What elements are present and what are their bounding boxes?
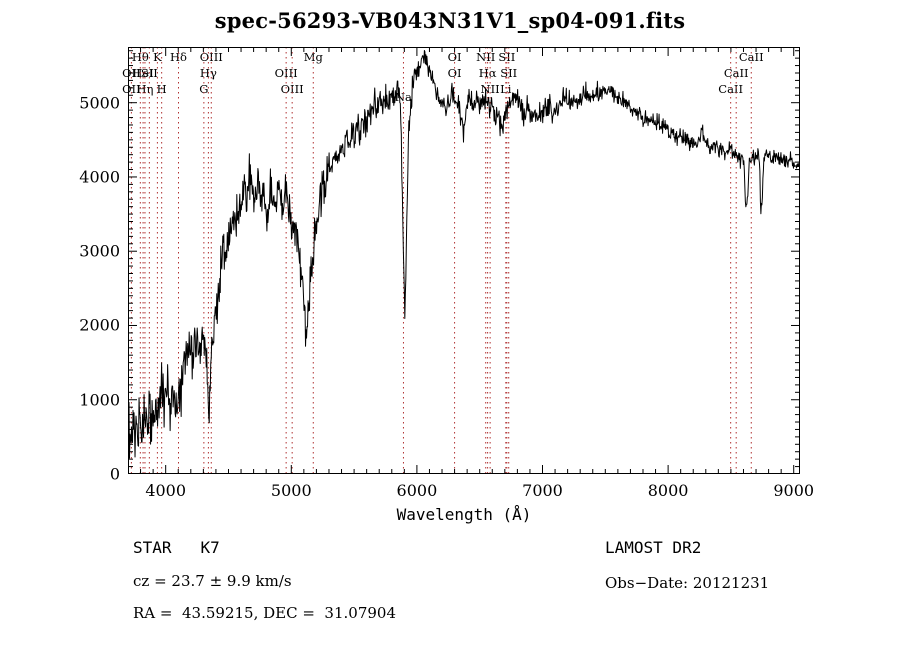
survey-label: LAMOST DR2	[605, 538, 702, 557]
coordinates-line: RA = 43.59215, DEC = 31.07904	[133, 604, 397, 622]
y-tick-label: 2000	[79, 315, 120, 335]
y-tick-label: 0	[109, 464, 120, 484]
spectral-class-value: K7	[200, 538, 220, 557]
x-tick-label: 7000	[522, 481, 563, 500]
y-tick-label: 5000	[79, 93, 120, 113]
y-tick-label: 1000	[79, 390, 120, 410]
spectral-line-label: G	[199, 82, 209, 96]
y-tick-label: 3000	[79, 241, 120, 261]
spectral-line-label: NII	[480, 82, 500, 96]
spectral-line-label: H	[156, 82, 167, 96]
x-tick-label: 5000	[270, 481, 312, 500]
spectral-line-label: CaII	[718, 82, 744, 96]
spectrum-plot-area[interactable]	[128, 47, 800, 474]
spectral-line-label: OII	[122, 82, 141, 96]
obs-date-line: Obs−Date: 20121231	[605, 574, 770, 592]
x-tick-label: 6000	[396, 481, 438, 500]
object-type-label: STAR K7	[133, 538, 220, 557]
spectrum-canvas	[128, 47, 800, 474]
x-tick-label: 9000	[773, 481, 815, 500]
spectral-line-label: Hη	[136, 82, 154, 96]
x-tick-label: 4000	[145, 481, 187, 500]
object-type-value: STAR	[133, 538, 172, 557]
x-tick-label: 8000	[647, 481, 689, 500]
plot-frame-border	[128, 47, 800, 474]
spectral-line-label: Li	[500, 82, 512, 96]
spectrum-flux-trace	[128, 50, 800, 459]
page-title: spec-56293-VB043N31V1_sp04-091.fits	[214, 8, 686, 33]
y-tick-label: 4000	[79, 167, 120, 187]
spectral-line-label: OIII	[280, 82, 304, 96]
x-axis-label: Wavelength (Å)	[396, 505, 532, 524]
redshift-velocity-line: cz = 23.7 ± 9.9 km/s	[133, 572, 292, 590]
